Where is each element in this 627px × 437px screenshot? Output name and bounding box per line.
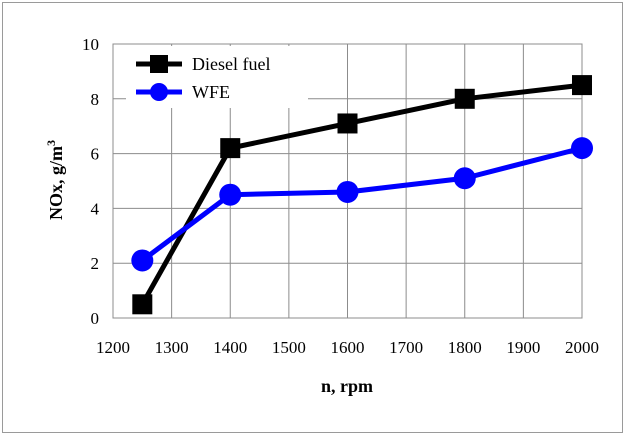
data-point-diesel-fuel [220, 138, 241, 159]
legend-label-wfe: WFE [192, 82, 230, 102]
x-tick-label: 1200 [96, 338, 130, 357]
series [131, 75, 593, 315]
data-point-wfe [219, 183, 242, 206]
x-tick-label: 2000 [565, 338, 599, 357]
data-point-diesel-fuel [454, 88, 475, 109]
x-tick-label: 1600 [331, 338, 365, 357]
axes: 1200 1300 1400 1500 1600 1700 1800 1900 2000 0 2 4 6… [82, 35, 599, 357]
y-axis-title-main: NOx, g/m [46, 146, 66, 220]
data-point-diesel-fuel [572, 75, 592, 96]
y-tick-label: 0 [91, 309, 100, 328]
legend-marker-diesel-fuel [150, 55, 168, 73]
y-tick-label: 10 [82, 35, 99, 54]
y-axis-title: NOx, g/m3 [44, 140, 66, 220]
x-tick-label: 1900 [506, 338, 540, 357]
data-point-wfe [571, 137, 593, 160]
series-line-wfe [140, 145, 583, 263]
data-point-diesel-fuel [132, 294, 153, 315]
y-axis-title-superscript: 3 [44, 140, 58, 146]
y-tick-label: 4 [91, 199, 100, 218]
y-tick-label: 6 [91, 145, 100, 164]
legend-marker-wfe [150, 83, 168, 101]
x-tick-label: 1300 [155, 338, 189, 357]
x-tick-label: 1800 [448, 338, 482, 357]
x-tick-label: 1400 [213, 338, 247, 357]
data-point-wfe [336, 180, 359, 203]
x-tick-label: 1700 [389, 338, 423, 357]
chart-frame [2, 2, 623, 433]
x-tick-label: 1500 [272, 338, 306, 357]
x-axis-title: n, rpm [321, 376, 373, 396]
series-line-diesel-fuel [140, 82, 583, 306]
data-point-diesel-fuel [337, 113, 358, 134]
data-point-wfe [131, 249, 154, 272]
y-tick-label: 8 [91, 90, 100, 109]
data-point-wfe [453, 167, 476, 190]
y-tick-label: 2 [91, 254, 100, 273]
legend-label-diesel-fuel: Diesel fuel [192, 54, 270, 74]
legend: Diesel fuel WFE [126, 46, 308, 108]
